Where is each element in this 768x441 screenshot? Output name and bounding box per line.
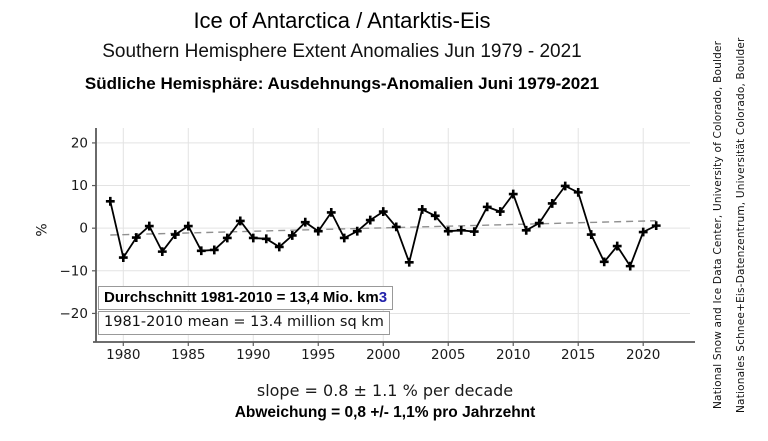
- data-point-marker: [326, 208, 336, 217]
- credit-nsidc-english: National Snow and Ice Data Center, Unive…: [712, 40, 724, 409]
- data-point-marker: [417, 205, 427, 214]
- data-point-marker: [105, 196, 115, 206]
- data-point-marker: [183, 221, 193, 231]
- data-point-marker: [443, 226, 453, 236]
- credit-nsidc-german: Nationales Schnee+Eis-Datenzentrum, Univ…: [735, 37, 747, 413]
- data-point-marker: [391, 222, 401, 232]
- data-point-marker: [313, 226, 323, 236]
- data-point-marker: [352, 226, 362, 236]
- x-tick-label: 2000: [366, 347, 400, 363]
- data-point-marker: [118, 253, 128, 262]
- data-point-marker: [625, 261, 635, 271]
- data-point-marker: [560, 181, 570, 191]
- data-point-marker: [196, 246, 206, 256]
- x-tick-label: 1985: [171, 347, 205, 363]
- data-point-marker: [586, 230, 596, 239]
- y-tick-label: −20: [60, 306, 89, 322]
- y-tick-label: −10: [60, 263, 89, 279]
- data-point-marker: [495, 207, 505, 216]
- data-point-marker: [144, 221, 154, 231]
- data-point-marker: [534, 218, 544, 228]
- data-point-marker: [638, 227, 648, 237]
- data-point-marker: [365, 215, 375, 225]
- annotation-mean-german: Durchschnitt 1981-2010 = 13,4 Mio. km3: [98, 286, 394, 310]
- y-axis-label: %: [34, 223, 51, 237]
- data-point-marker: [547, 199, 557, 208]
- annotation-mean-english: 1981-2010 mean = 13.4 million sq km: [98, 311, 390, 335]
- data-point-marker: [378, 207, 388, 216]
- data-point-marker: [573, 187, 583, 197]
- y-tick-label: 0: [79, 221, 88, 237]
- subtitle-english: Southern Hemisphere Extent Anomalies Jun…: [102, 41, 582, 62]
- data-point-marker: [287, 231, 297, 240]
- annotation-mean-german-cubed: 3: [378, 289, 388, 306]
- data-point-marker: [456, 225, 466, 235]
- subtitle-german: Südliche Hemisphäre: Ausdehnungs-Anomali…: [84, 74, 600, 93]
- x-tick-label: 1990: [236, 347, 270, 363]
- data-point-marker: [300, 217, 310, 227]
- data-point-marker: [469, 227, 479, 236]
- data-point-marker: [274, 242, 284, 252]
- data-point-marker: [339, 233, 349, 243]
- data-point-marker: [404, 257, 414, 267]
- data-point-marker: [222, 233, 232, 243]
- y-tick-label: 20: [71, 135, 88, 151]
- x-tick-label: 2005: [431, 347, 465, 363]
- data-point-marker: [430, 211, 440, 221]
- data-point-marker: [599, 257, 609, 267]
- data-point-marker: [482, 202, 492, 212]
- data-point-marker: [131, 233, 141, 242]
- data-point-marker: [651, 221, 661, 231]
- slope-caption-english: slope = 0.8 ± 1.1 % per decade: [256, 381, 514, 400]
- x-tick-label: 1995: [301, 347, 335, 363]
- page-title: Ice of Antarctica / Antarktis-Eis: [193, 8, 491, 33]
- x-tick-label: 2020: [626, 347, 660, 363]
- header: Ice of Antarctica / Antarktis-Eis Southe…: [0, 6, 684, 96]
- x-tick-label: 2010: [496, 347, 530, 363]
- annotation-mean-german-text: Durchschnitt 1981-2010 = 13,4 Mio. km: [104, 289, 379, 306]
- data-point-marker: [521, 225, 531, 235]
- data-point-marker: [170, 230, 180, 239]
- data-point-marker: [508, 189, 518, 199]
- data-point-marker: [261, 234, 271, 244]
- slope-caption-german: Abweichung = 0,8 +/- 1,1% pro Jahrzehnt: [234, 404, 536, 421]
- x-tick-label: 1980: [106, 347, 140, 363]
- x-tick-label: 2015: [561, 347, 595, 363]
- data-point-marker: [248, 233, 258, 243]
- data-point-marker: [157, 247, 167, 257]
- data-point-marker: [209, 245, 219, 255]
- data-point-marker: [612, 241, 622, 251]
- y-tick-label: 10: [71, 178, 88, 194]
- data-point-marker: [235, 216, 245, 226]
